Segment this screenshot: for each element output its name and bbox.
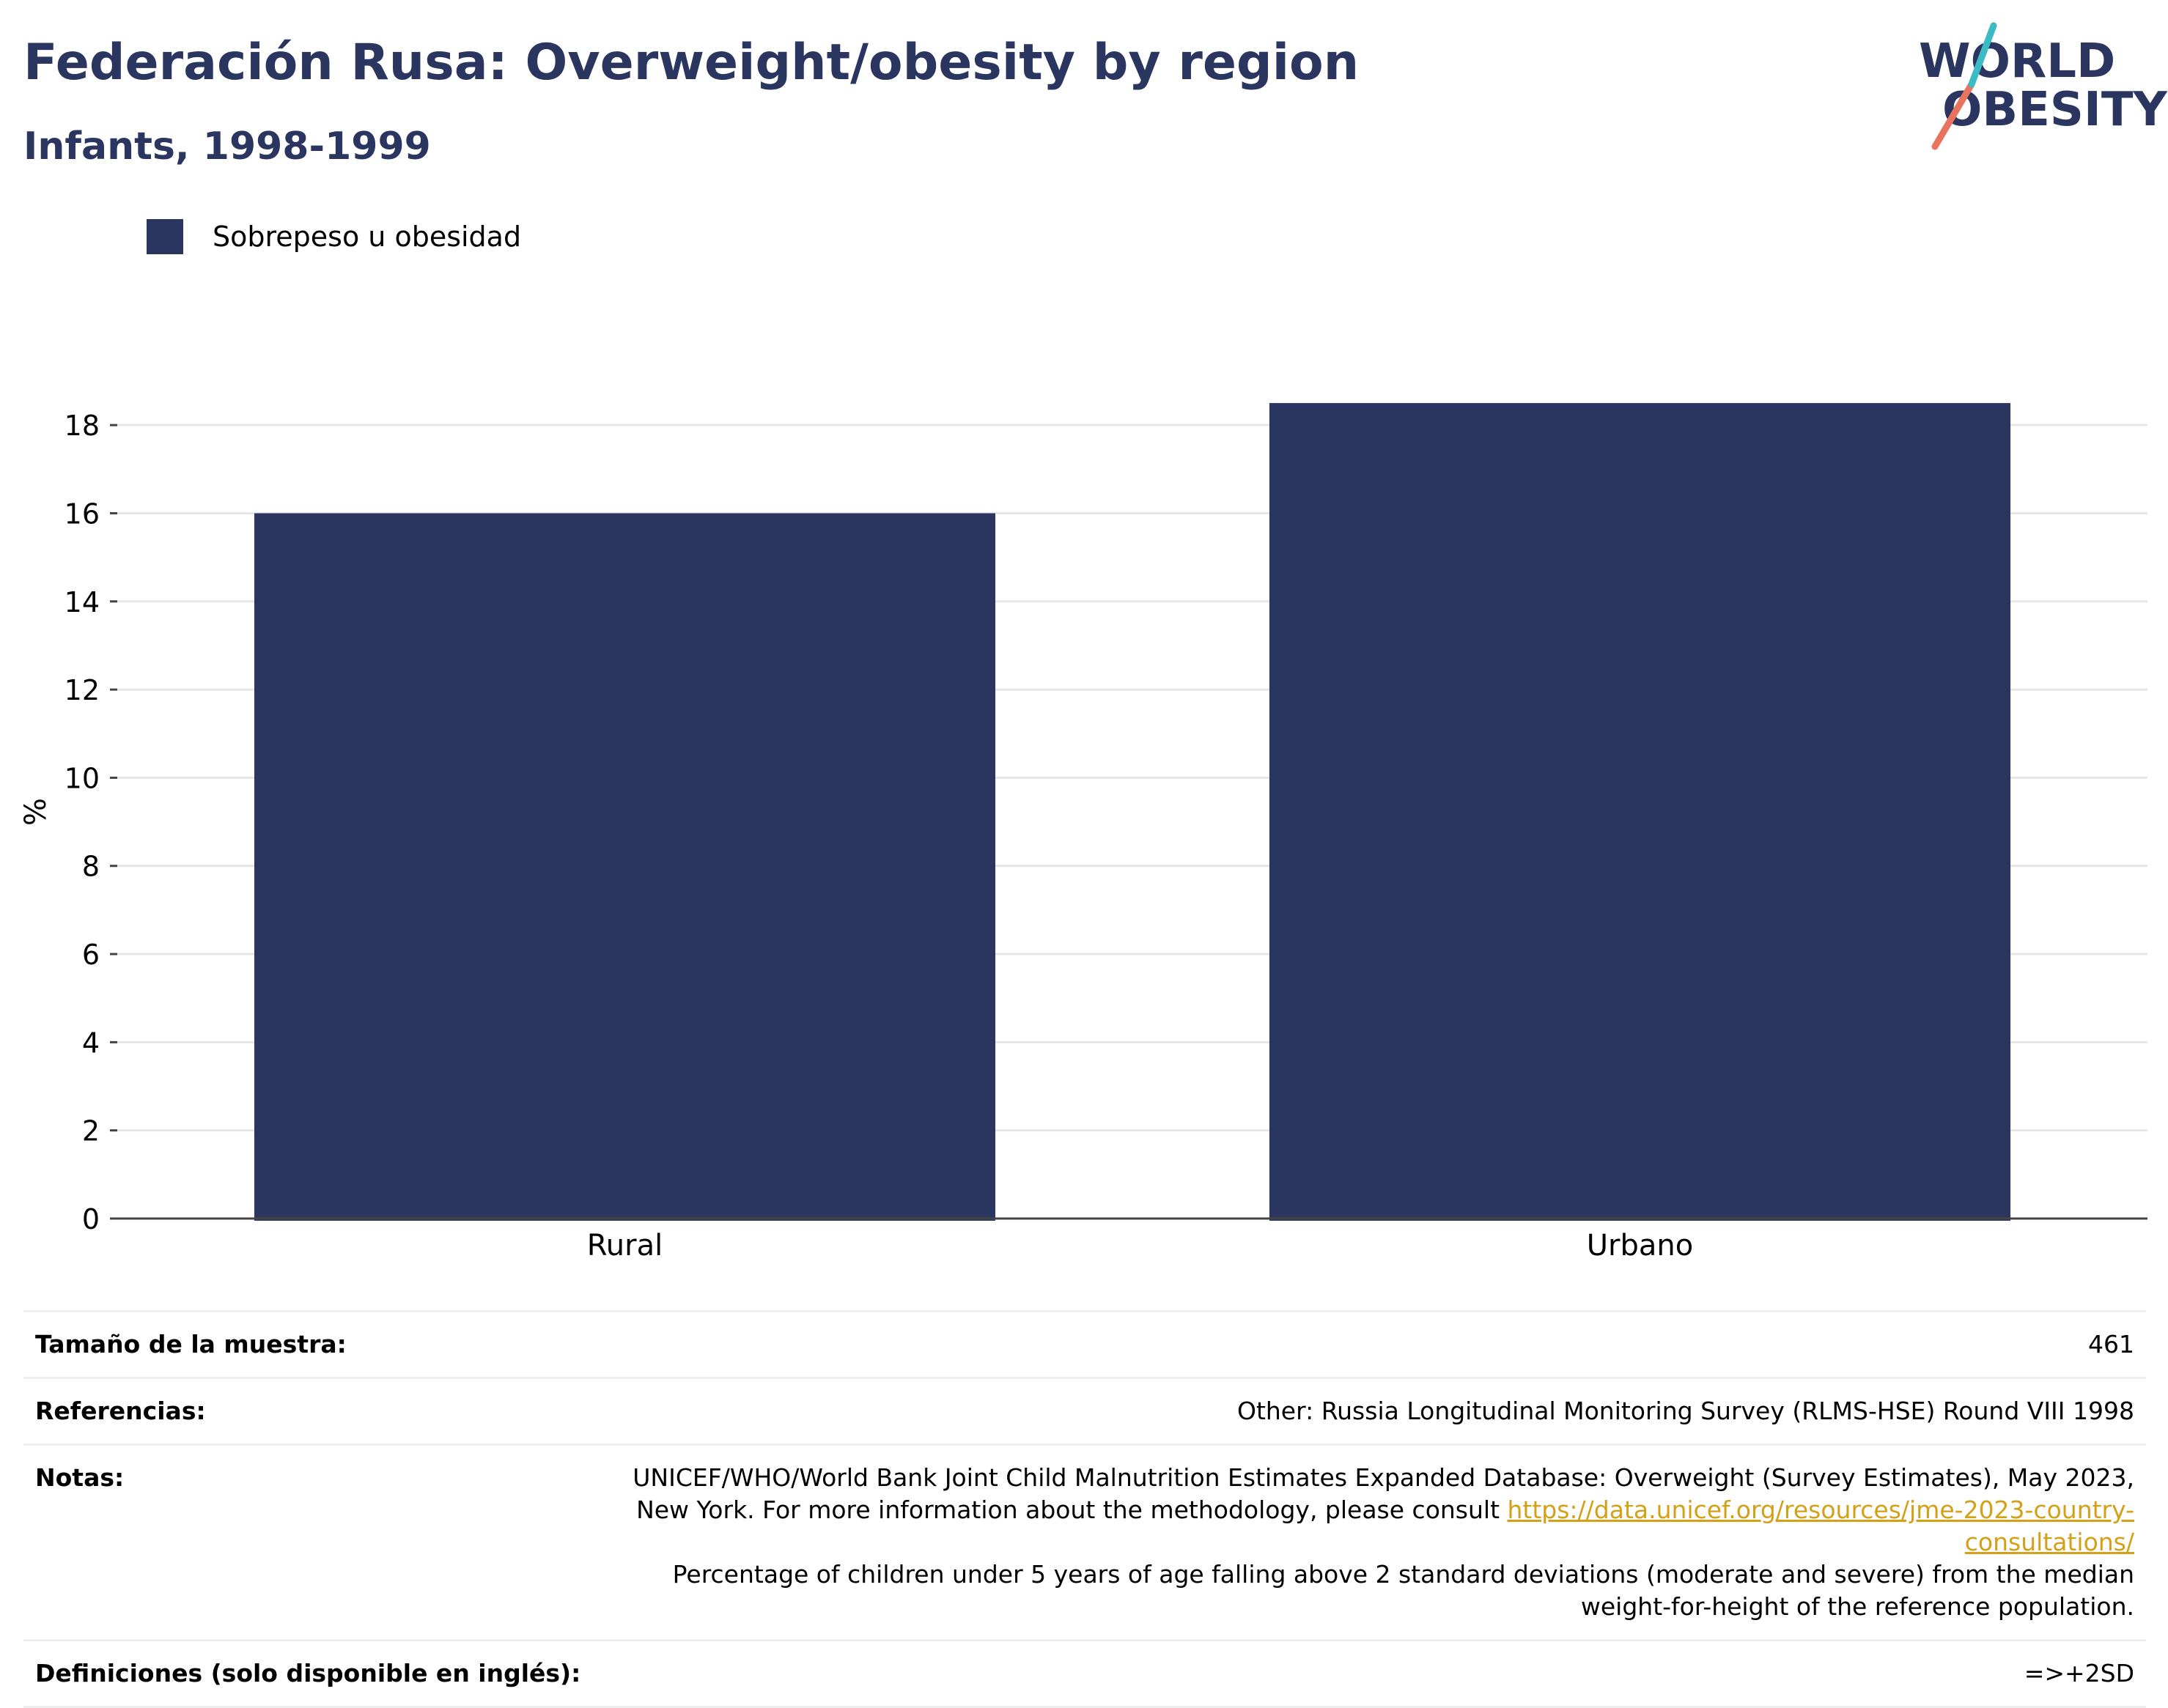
definitions-label: Definiciones (solo disponible en inglés)… <box>35 1659 581 1687</box>
bar-chart: 0 2 4 6 8 10 12 14 16 18 Rural Urbano <box>64 403 2147 1262</box>
y-tick-label: 6 <box>82 939 100 971</box>
notes-value: UNICEF/WHO/World Bank Joint Child Malnut… <box>595 1462 2134 1623</box>
bar-urbano[interactable] <box>1269 403 2011 1221</box>
definitions-value: =>+2SD <box>2024 1659 2134 1687</box>
references-value: Other: Russia Longitudinal Monitoring Su… <box>1236 1397 2134 1425</box>
sample-size-value: 461 <box>2088 1330 2134 1358</box>
chart-legend: Sobrepeso u obesidad <box>147 218 521 255</box>
logo-slash-icon <box>1931 22 1997 150</box>
y-tick-label: 14 <box>64 586 100 618</box>
y-tick-label: 8 <box>82 851 100 883</box>
y-tick-label: 16 <box>64 498 100 530</box>
y-tick-label: 2 <box>82 1115 100 1147</box>
x-tick-label: Rural <box>587 1229 663 1262</box>
y-tick-label: 10 <box>64 762 100 794</box>
x-tick-label: Urbano <box>1587 1229 1693 1262</box>
definitions-row: Definiciones (solo disponible en inglés)… <box>23 1639 2146 1708</box>
y-tick-label: 0 <box>82 1203 100 1235</box>
notes-row: Notas: UNICEF/WHO/World Bank Joint Child… <box>23 1443 2146 1639</box>
notes-label: Notas: <box>35 1463 125 1492</box>
notes-text: UNICEF/WHO/World Bank Joint Child Malnut… <box>633 1463 2134 1524</box>
legend-swatch <box>147 219 183 254</box>
y-tick-label: 12 <box>64 674 100 706</box>
y-tick-label: 18 <box>64 410 100 442</box>
logo-line-2: OBESITY <box>1942 83 2167 137</box>
legend-label: Sobrepeso u obesidad <box>213 221 522 253</box>
y-tick-label: 4 <box>82 1027 100 1059</box>
chart-subtitle: Infants, 1998-1999 <box>23 125 431 169</box>
sample-size-label: Tamaño de la muestra: <box>35 1330 347 1358</box>
bar-rural[interactable] <box>254 513 996 1221</box>
world-obesity-logo: WORLD OBESITY <box>1913 22 2167 154</box>
notes-definition-text: Percentage of children under 5 years of … <box>672 1560 2134 1621</box>
references-row: Referencias: Other: Russia Longitudinal … <box>23 1377 2146 1443</box>
references-label: Referencias: <box>35 1397 206 1425</box>
methodology-link[interactable]: https://data.unicef.org/resources/jme-20… <box>1507 1496 2135 1556</box>
logo-line-1: WORLD <box>1919 34 2116 89</box>
chart-title: Federación Rusa: Overweight/obesity by r… <box>23 34 1360 92</box>
metadata-table: Tamaño de la muestra: 461 Referencias: O… <box>23 1310 2146 1708</box>
sample-size-row: Tamaño de la muestra: 461 <box>23 1310 2146 1377</box>
